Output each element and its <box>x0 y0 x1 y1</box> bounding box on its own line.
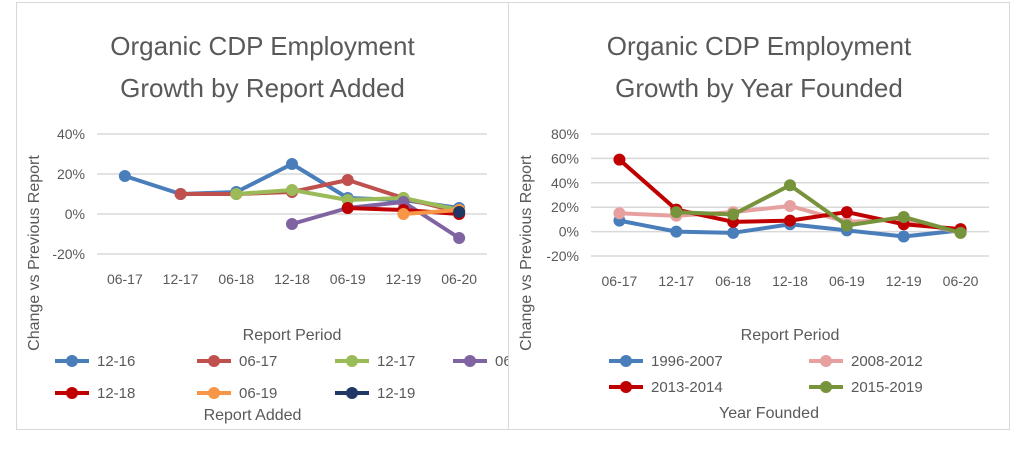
legend-title: Year Founded <box>719 405 819 422</box>
y-tick-label: 60% <box>551 150 579 166</box>
data-point-2013-2014 <box>613 153 626 166</box>
legend-label: 12-16 <box>97 353 135 370</box>
legend-label: 06-18 <box>495 353 508 370</box>
x-tick-label: 06-18 <box>218 271 254 287</box>
chart-report-added: Organic CDP Employment Growth by Report A… <box>26 31 533 424</box>
data-point-12-17 <box>286 184 298 196</box>
legend-label: 2008-2012 <box>851 353 923 370</box>
data-point-06-19 <box>397 208 410 220</box>
legend-swatch-marker <box>464 355 476 367</box>
data-point-06-18 <box>286 218 298 230</box>
x-tick-label: 06-17 <box>602 273 638 289</box>
data-point-2015-2019 <box>784 179 796 192</box>
y-tick-label: 20% <box>551 199 579 215</box>
data-point-1996-2007 <box>727 226 740 239</box>
y-tick-label: 40% <box>57 126 85 142</box>
data-point-06-17 <box>174 188 187 200</box>
data-point-2008-2012 <box>613 207 626 220</box>
y-tick-label: 40% <box>551 175 579 191</box>
data-point-06-17 <box>341 174 354 186</box>
x-axis-label: Report Period <box>243 327 342 344</box>
data-point-12-19 <box>453 206 466 218</box>
x-tick-label: 06-17 <box>107 271 143 287</box>
chart-title-line: Growth by Report Added <box>120 73 405 103</box>
data-point-2015-2019 <box>897 210 910 223</box>
chart-panel-report-added: Organic CDP Employment Growth by Report A… <box>16 2 533 430</box>
data-point-2015-2019 <box>727 208 740 221</box>
data-point-2013-2014 <box>840 206 853 219</box>
data-point-06-18 <box>453 232 466 244</box>
legend-label: 12-18 <box>97 385 135 402</box>
legend-label: 2013-2014 <box>651 379 723 396</box>
x-tick-label: 12-19 <box>886 273 922 289</box>
x-tick-label: 12-17 <box>658 273 694 289</box>
data-point-2015-2019 <box>670 206 683 219</box>
legend-label: 06-17 <box>239 353 277 370</box>
data-point-2015-2019 <box>840 219 853 232</box>
data-point-12-18 <box>341 202 354 214</box>
legend-swatch-marker <box>208 355 220 367</box>
x-tick-label: 06-19 <box>330 271 366 287</box>
legend-swatch-marker <box>346 387 358 399</box>
legend-swatch-marker <box>820 355 832 367</box>
x-tick-label: 06-19 <box>829 273 865 289</box>
series-line-2015-2019 <box>676 183 962 235</box>
y-tick-label: -20% <box>52 246 85 262</box>
chart-panel-year-founded: Organic CDP Employment Growth by Year Fou… <box>508 2 1010 430</box>
y-axis-label: Change vs Previous Report <box>26 155 43 351</box>
data-point-2015-2019 <box>954 226 967 239</box>
chart-year-founded: Organic CDP Employment Growth by Year Fou… <box>518 31 989 422</box>
series-line-06-19 <box>403 208 460 216</box>
legend-label: 06-19 <box>239 385 277 402</box>
data-point-2008-2012 <box>784 199 796 212</box>
legend-swatch-marker <box>208 387 220 399</box>
legend-label: 1996-2007 <box>651 353 723 370</box>
data-point-12-17 <box>230 188 243 200</box>
x-tick-label: 12-18 <box>274 271 310 287</box>
x-tick-label: 12-17 <box>163 271 199 287</box>
legend-swatch-marker <box>346 355 358 367</box>
x-tick-label: 06-20 <box>943 273 979 289</box>
legend-swatch-marker <box>620 381 632 393</box>
data-point-1996-2007 <box>670 225 683 238</box>
legend-label: 2015-2019 <box>851 379 923 396</box>
chart-title-line: Organic CDP Employment <box>110 31 415 61</box>
x-tick-label: 12-19 <box>386 271 422 287</box>
x-tick-label: 06-18 <box>715 273 751 289</box>
y-tick-label: -20% <box>546 248 579 264</box>
data-point-12-16 <box>118 170 131 182</box>
data-point-1996-2007 <box>897 230 910 243</box>
y-tick-label: 20% <box>57 166 85 182</box>
legend-label: 12-19 <box>377 385 415 402</box>
legend-title: Report Added <box>204 407 302 424</box>
data-point-2013-2014 <box>784 214 796 227</box>
y-tick-label: 80% <box>551 126 579 142</box>
legend-swatch-marker <box>620 355 632 367</box>
y-tick-label: 0% <box>559 224 579 240</box>
legend-swatch-marker <box>66 387 78 399</box>
x-axis-label: Report Period <box>741 327 840 344</box>
series-line-06-18 <box>291 200 461 240</box>
legend-swatch-marker <box>66 355 78 367</box>
chart-title-line: Organic CDP Employment <box>607 31 912 61</box>
legend-label: 12-17 <box>377 353 415 370</box>
x-tick-label: 12-18 <box>772 273 808 289</box>
y-tick-label: 0% <box>65 206 85 222</box>
chart-title-line: Growth by Year Founded <box>615 73 903 103</box>
legend-swatch-marker <box>820 381 832 393</box>
data-point-12-16 <box>286 158 298 170</box>
y-axis-label: Change vs Previous Report <box>518 155 535 351</box>
x-tick-label: 06-20 <box>441 271 477 287</box>
